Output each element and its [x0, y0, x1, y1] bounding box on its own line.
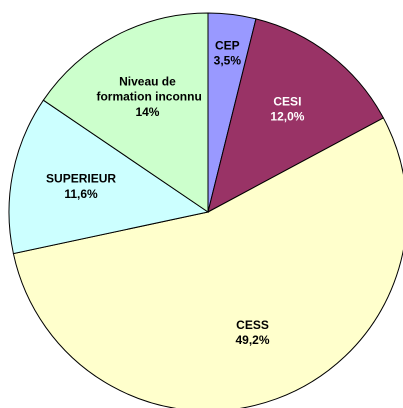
category-label: CESI	[273, 95, 301, 109]
value-label: 11,6%	[64, 187, 98, 201]
category-label: CESS	[236, 318, 269, 332]
category-label: CEP	[215, 39, 240, 53]
pie-slice	[12, 117, 403, 408]
value-label: 12,0%	[270, 110, 304, 124]
value-label: 14%	[135, 105, 159, 119]
pie-slice	[207, 18, 385, 213]
category-label: Niveau de formation inconnu	[93, 75, 202, 104]
value-label: 49,2%	[236, 333, 270, 347]
value-label: 3,5%	[214, 54, 242, 68]
pie-slice	[8, 99, 210, 255]
pie-slice	[42, 12, 209, 213]
category-label: SUPERIEUR	[46, 172, 116, 186]
